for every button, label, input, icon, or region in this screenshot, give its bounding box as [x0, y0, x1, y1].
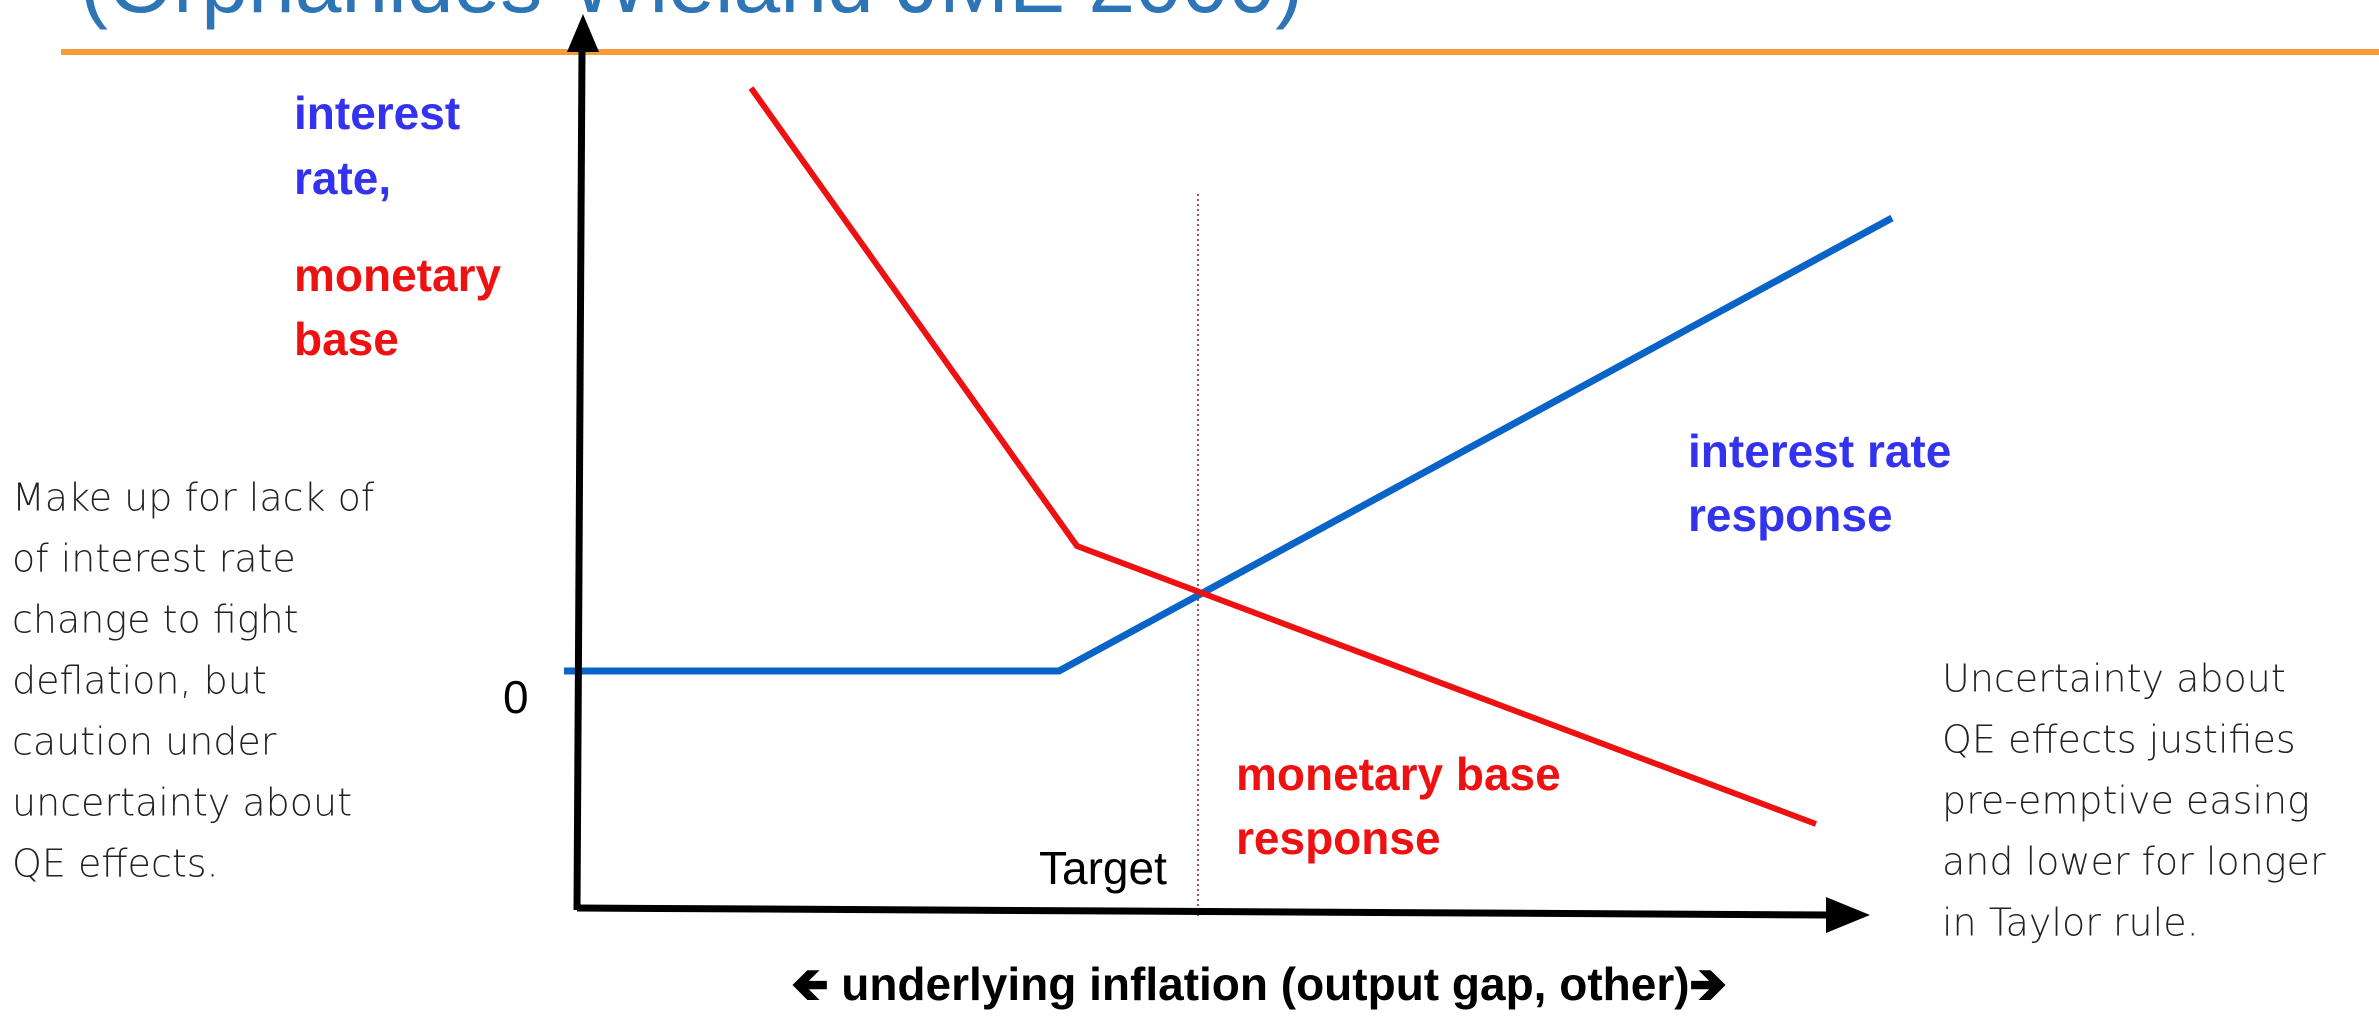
- note-line: QE effects justifies: [1942, 718, 2296, 762]
- curve-label: response: [1688, 489, 1893, 541]
- note-line: Make up for lack of: [12, 476, 375, 520]
- curve-label: response: [1236, 812, 1441, 864]
- note-line: Uncertainty about: [1942, 657, 2286, 701]
- note-line: and lower for longer: [1942, 840, 2326, 884]
- x-axis-label: 🡸 underlying inflation (output gap, othe…: [791, 958, 1727, 1010]
- note-line: deflation, but: [12, 659, 267, 703]
- note-line: caution under: [12, 720, 277, 764]
- note-line: uncertainty about: [12, 781, 352, 825]
- y-label: interest: [294, 87, 460, 139]
- title: (Orphanides-Wieland JME 2000): [80, 0, 1303, 30]
- target-label: Target: [1039, 842, 1167, 894]
- y-label: monetary: [294, 249, 501, 301]
- y-label: rate,: [294, 152, 391, 204]
- curve-label: interest rate: [1688, 425, 1951, 477]
- curve-label: monetary base: [1236, 748, 1561, 800]
- note-line: in Taylor rule.: [1942, 901, 2199, 945]
- y-label: base: [294, 313, 399, 365]
- note-line: change to fight: [12, 598, 299, 642]
- x-axis-arrow: [1826, 897, 1870, 933]
- right-note: Uncertainty about QE effects justifies pre…: [1942, 657, 2326, 945]
- x-axis: [576, 904, 1831, 919]
- y-axis-arrow: [567, 14, 599, 52]
- interest-rate-curve: [564, 214, 1894, 675]
- left-note: Make up for lack of of interest rate chang…: [12, 476, 375, 886]
- note-line: pre-emptive easing: [1942, 779, 2310, 823]
- note-line: QE effects.: [12, 842, 219, 886]
- zero-label: 0: [503, 671, 529, 723]
- monetary-base-curve: [748, 86, 1818, 827]
- y-axis: [573, 49, 586, 911]
- note-line: of interest rate: [12, 537, 296, 581]
